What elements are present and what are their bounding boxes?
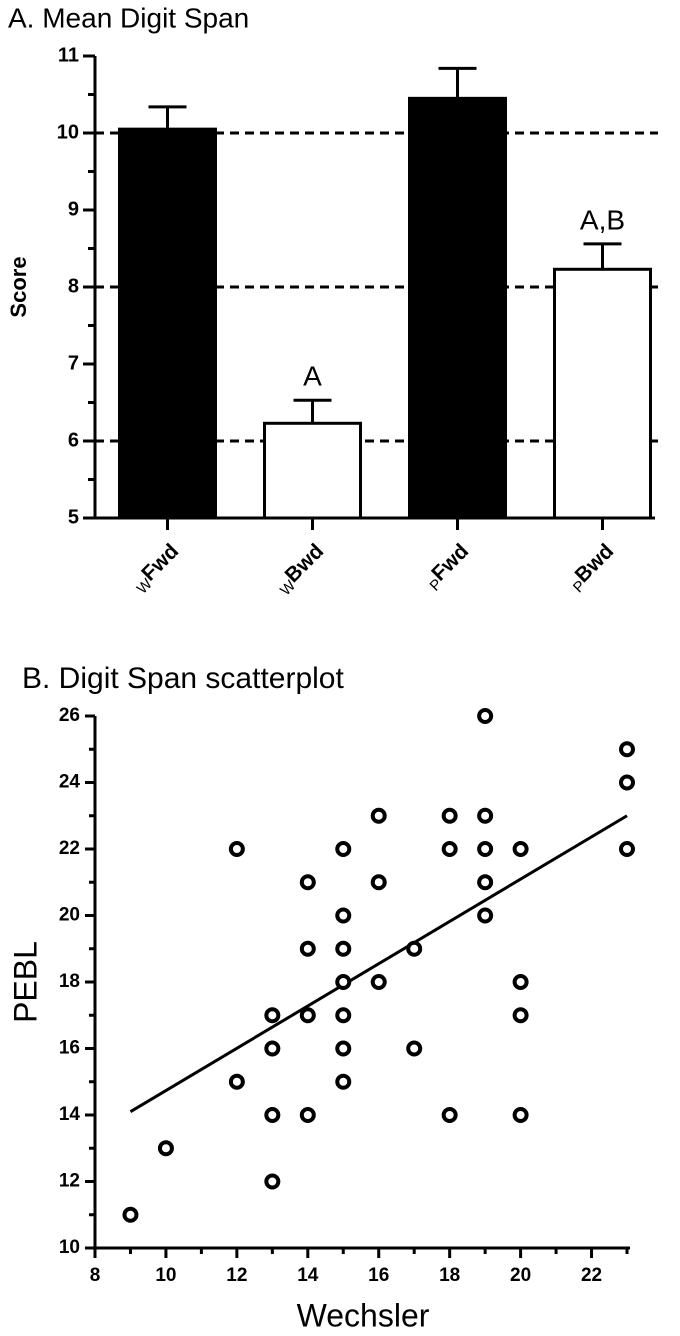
chart-title: A. Mean Digit Span bbox=[8, 2, 249, 33]
x-tick-label: PFwd bbox=[420, 539, 475, 594]
point bbox=[477, 874, 494, 891]
point bbox=[228, 1073, 245, 1090]
x-tick-label: 18 bbox=[439, 1265, 460, 1286]
point bbox=[619, 841, 635, 857]
point bbox=[477, 708, 494, 724]
y-tick-label: 14 bbox=[59, 1104, 81, 1125]
annotation: A bbox=[303, 361, 322, 392]
point bbox=[335, 1007, 352, 1024]
point bbox=[441, 807, 458, 824]
annotation: A,B bbox=[580, 204, 625, 235]
point bbox=[335, 841, 352, 857]
chart-title: B. Digit Span scatterplot bbox=[22, 662, 344, 695]
point bbox=[335, 940, 352, 957]
point bbox=[512, 841, 529, 857]
point bbox=[264, 1040, 281, 1057]
point bbox=[619, 774, 635, 791]
point bbox=[335, 1073, 352, 1090]
point bbox=[228, 841, 245, 857]
point bbox=[122, 1206, 139, 1223]
point bbox=[299, 874, 316, 891]
point bbox=[512, 974, 529, 990]
x-tick-label: PBwd bbox=[563, 539, 620, 596]
point bbox=[512, 1007, 529, 1024]
point bbox=[264, 1107, 281, 1123]
y-tick-label: 7 bbox=[68, 352, 79, 374]
point bbox=[477, 907, 494, 924]
bar bbox=[408, 96, 507, 520]
y-tick-label: 6 bbox=[68, 429, 79, 451]
point bbox=[299, 1007, 316, 1024]
y-tick-label: 20 bbox=[59, 905, 80, 926]
y-tick-label: 24 bbox=[59, 772, 81, 793]
fit-line bbox=[129, 814, 628, 1113]
point bbox=[370, 974, 387, 990]
y-tick-label: 5 bbox=[68, 506, 79, 528]
y-tick-label: 8 bbox=[68, 275, 79, 297]
bar bbox=[553, 267, 652, 520]
bar bbox=[118, 127, 217, 520]
point bbox=[512, 1107, 529, 1123]
y-axis-label: PEBL bbox=[7, 941, 43, 1023]
point bbox=[157, 1140, 174, 1157]
point bbox=[264, 1173, 281, 1190]
y-tick-label: 11 bbox=[58, 44, 79, 66]
x-tick-label: 16 bbox=[368, 1265, 389, 1286]
x-tick-label: 20 bbox=[510, 1265, 531, 1286]
point bbox=[619, 741, 635, 758]
y-tick-label: 10 bbox=[57, 121, 79, 143]
point bbox=[335, 974, 352, 990]
point bbox=[406, 1040, 423, 1057]
x-tick-label: 12 bbox=[226, 1265, 247, 1286]
point bbox=[299, 1107, 316, 1123]
point bbox=[441, 841, 458, 857]
point bbox=[477, 807, 494, 824]
point bbox=[335, 907, 352, 924]
point bbox=[264, 1007, 281, 1024]
y-tick-label: 10 bbox=[59, 1237, 80, 1258]
point bbox=[406, 940, 423, 957]
point bbox=[299, 940, 316, 957]
bar bbox=[263, 421, 362, 520]
x-tick-label: 10 bbox=[155, 1265, 176, 1286]
x-tick-label: 8 bbox=[90, 1265, 101, 1286]
y-tick-label: 12 bbox=[59, 1171, 80, 1192]
x-axis-label: Wechsler bbox=[297, 1297, 430, 1333]
point bbox=[477, 841, 494, 857]
x-tick-label: 14 bbox=[297, 1265, 319, 1286]
y-tick-label: 16 bbox=[59, 1038, 80, 1059]
x-tick-label: WFwd bbox=[127, 539, 185, 597]
point bbox=[335, 1040, 352, 1057]
x-tick-label: WBwd bbox=[270, 539, 330, 599]
point bbox=[370, 874, 387, 891]
y-tick-label: 22 bbox=[59, 838, 80, 859]
point bbox=[441, 1107, 458, 1123]
x-tick-label: 22 bbox=[581, 1265, 602, 1286]
y-tick-label: 18 bbox=[59, 971, 80, 992]
y-tick-label: 26 bbox=[59, 705, 80, 726]
point bbox=[370, 807, 387, 824]
y-tick-label: 9 bbox=[68, 198, 79, 220]
y-axis-label: Score bbox=[6, 256, 31, 317]
